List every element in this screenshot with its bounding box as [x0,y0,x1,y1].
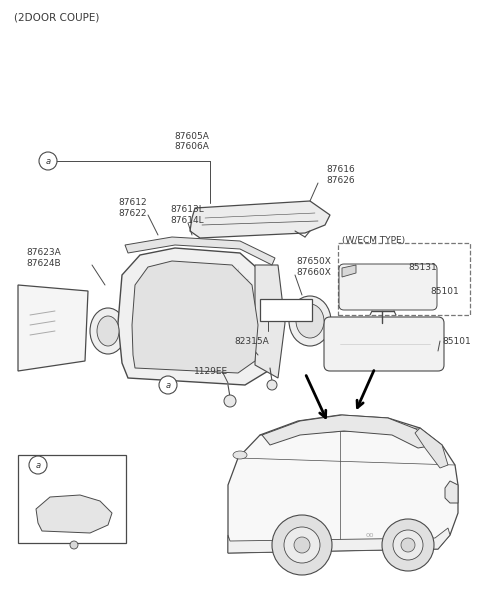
Ellipse shape [97,316,119,346]
Circle shape [382,519,434,571]
Ellipse shape [233,451,247,459]
Text: 87605A
87606A: 87605A 87606A [175,132,209,151]
Text: 87614B
87624D: 87614B 87624D [52,466,87,484]
Text: 87623A
87624B: 87623A 87624B [26,248,61,267]
Polygon shape [118,248,272,385]
Text: 87616
87626: 87616 87626 [326,165,355,184]
Circle shape [393,530,423,560]
Ellipse shape [90,308,126,354]
FancyBboxPatch shape [260,299,312,321]
Text: a: a [36,461,41,470]
Polygon shape [228,415,458,553]
Text: 85101: 85101 [442,336,471,346]
Circle shape [284,527,320,563]
Circle shape [159,376,177,394]
Polygon shape [342,265,356,277]
Polygon shape [125,237,275,265]
Polygon shape [445,481,458,503]
Text: 87613L
87614L: 87613L 87614L [170,205,204,225]
Polygon shape [36,495,112,533]
Text: oo: oo [366,532,374,538]
Text: (2DOOR COUPE): (2DOOR COUPE) [14,13,99,23]
Circle shape [401,538,415,552]
Text: 87650X
87660X: 87650X 87660X [296,257,331,277]
Text: a: a [46,157,50,165]
FancyBboxPatch shape [324,317,444,371]
Text: 87612
87622: 87612 87622 [118,198,146,218]
Ellipse shape [296,304,324,338]
Polygon shape [255,265,285,378]
Text: 1243AB: 1243AB [263,305,298,314]
Circle shape [39,152,57,170]
FancyBboxPatch shape [339,264,437,310]
Text: 85101: 85101 [430,286,459,295]
Text: 1129EE: 1129EE [194,366,228,375]
Circle shape [272,515,332,575]
Circle shape [70,541,78,549]
Circle shape [267,380,277,390]
Ellipse shape [289,296,331,346]
Polygon shape [262,415,436,448]
Text: a: a [166,381,170,390]
Polygon shape [190,201,330,238]
FancyBboxPatch shape [338,243,470,315]
Circle shape [294,537,310,553]
Circle shape [224,395,236,407]
Polygon shape [18,285,88,371]
Polygon shape [132,261,258,373]
Text: (W/ECM TYPE): (W/ECM TYPE) [342,237,405,246]
Polygon shape [415,428,448,468]
Text: 82315A: 82315A [234,336,269,346]
FancyBboxPatch shape [18,455,126,543]
Polygon shape [228,528,450,553]
Text: 85131: 85131 [408,263,437,272]
Circle shape [29,456,47,474]
